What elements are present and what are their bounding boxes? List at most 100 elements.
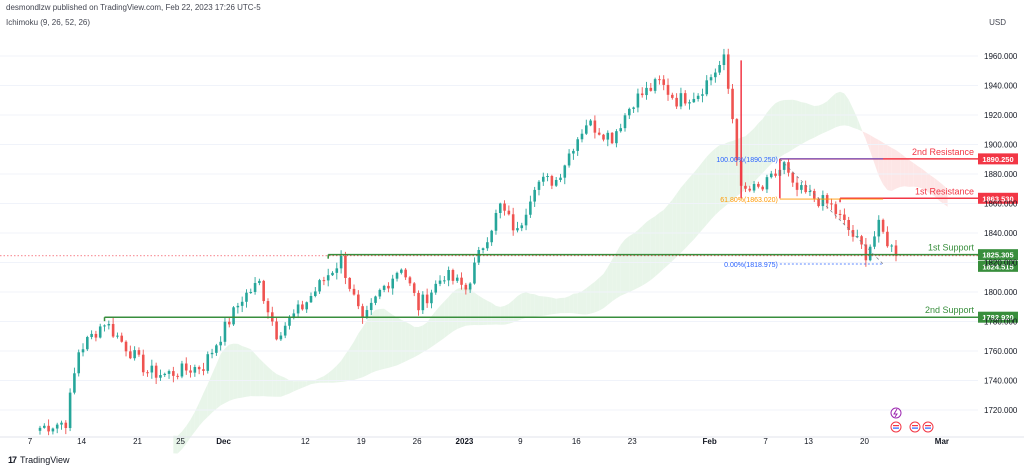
candle	[172, 366, 175, 383]
candle	[529, 195, 532, 218]
us-flag-event-icon	[922, 421, 934, 433]
candle	[800, 181, 803, 194]
candle	[821, 190, 825, 211]
candle	[890, 244, 893, 252]
cloud-segment	[577, 291, 582, 315]
us-flag-event-icon	[909, 421, 921, 433]
cloud-segment	[457, 287, 462, 330]
candle-body	[421, 294, 425, 311]
cloud-segment	[594, 277, 600, 313]
candle-body	[468, 283, 472, 290]
candle	[559, 173, 562, 183]
candle	[326, 268, 330, 287]
candle-body	[473, 262, 476, 284]
cloud-segment	[216, 354, 221, 409]
indicator-label[interactable]: Ichimoku (9, 26, 52, 26)	[6, 18, 91, 27]
cloud-segment	[766, 107, 772, 169]
candle	[619, 123, 622, 133]
cloud-segment	[655, 212, 660, 277]
candle-body	[494, 212, 498, 231]
cloud-segment	[689, 172, 694, 244]
candle	[757, 181, 760, 189]
candle	[679, 87, 683, 110]
cloud-segment	[620, 239, 626, 296]
tradingview-logo[interactable]: 17 TradingView	[8, 455, 70, 465]
candle-body	[314, 291, 317, 296]
candle-body	[400, 269, 403, 273]
candle	[296, 300, 300, 319]
candle	[808, 184, 812, 196]
candle-body	[752, 183, 756, 191]
candle	[197, 365, 201, 375]
price-levels[interactable]: 2nd Resistance 1890.250 1st Resistance 1863…	[0, 60, 1018, 323]
candle-body	[318, 280, 321, 292]
candle-body	[408, 277, 412, 284]
level-badge	[978, 249, 1018, 261]
candle-body	[451, 270, 455, 281]
price-axis[interactable]: 1720.000 1740.000 1760.000 1780.000 1800.000…	[978, 0, 1024, 440]
cloud-segment	[560, 297, 565, 314]
cloud-segment	[758, 119, 763, 178]
event-icons[interactable]	[890, 407, 934, 433]
cloud-segment	[194, 402, 200, 432]
fibonacci-tool[interactable]: 100.00%(1890.250) 61.80%(1863.020) 0.00%(1…	[716, 157, 884, 269]
candle	[344, 251, 347, 285]
cloud-segment	[345, 348, 350, 382]
candle-body	[352, 288, 356, 295]
candle-body	[365, 310, 369, 318]
candle	[795, 176, 799, 197]
currency-label: USD	[989, 18, 1006, 27]
candle	[688, 99, 691, 110]
candle	[206, 351, 210, 374]
cloud-segment	[852, 108, 858, 130]
cloud-segment	[569, 293, 574, 314]
candle	[709, 74, 713, 86]
cloud-segment	[891, 147, 896, 192]
candle-body	[516, 228, 519, 231]
candle	[116, 332, 119, 339]
candle-body	[529, 201, 532, 215]
candle	[120, 332, 124, 343]
time-axis[interactable]: 7 14 21 25 Dec 12 19 26 2023 9 16 23 Feb 7 13 20 Mar	[0, 436, 1024, 446]
candle	[322, 276, 326, 286]
candle-body	[705, 80, 709, 95]
cloud-segment	[878, 140, 884, 185]
candle	[464, 282, 468, 295]
candle-body	[628, 108, 631, 116]
candle-body	[701, 94, 704, 96]
candle	[769, 170, 773, 179]
cloud-segment	[814, 105, 819, 138]
candle-body	[430, 292, 433, 304]
candle-body	[886, 231, 889, 247]
candle-body	[511, 214, 515, 231]
candle-body	[120, 335, 124, 342]
cloud-segment	[298, 381, 303, 390]
candle	[339, 250, 343, 274]
candle	[602, 133, 605, 142]
candle-body	[632, 107, 635, 109]
candle	[649, 82, 653, 92]
candle-body	[864, 244, 868, 261]
candle	[421, 291, 425, 314]
candle	[658, 75, 661, 85]
cloud-segment	[379, 308, 385, 370]
candle	[554, 177, 558, 187]
candle-body	[709, 77, 713, 81]
y-tick-label: 1920.000	[984, 111, 1018, 120]
candle	[576, 137, 579, 156]
cloud-segment	[607, 259, 613, 305]
candle-body	[847, 219, 850, 231]
candle-body	[662, 79, 666, 85]
candle	[146, 370, 149, 377]
candle-body	[722, 54, 726, 65]
candle	[283, 322, 287, 339]
candle	[189, 365, 192, 378]
candle	[830, 198, 833, 211]
cloud-segment	[263, 362, 268, 397]
cloud-segment	[336, 360, 342, 383]
candle-body	[249, 291, 253, 293]
candle	[94, 330, 98, 342]
level-1st-support: 1st Support 1825.305	[327, 243, 1018, 261]
candle-body	[417, 292, 420, 311]
